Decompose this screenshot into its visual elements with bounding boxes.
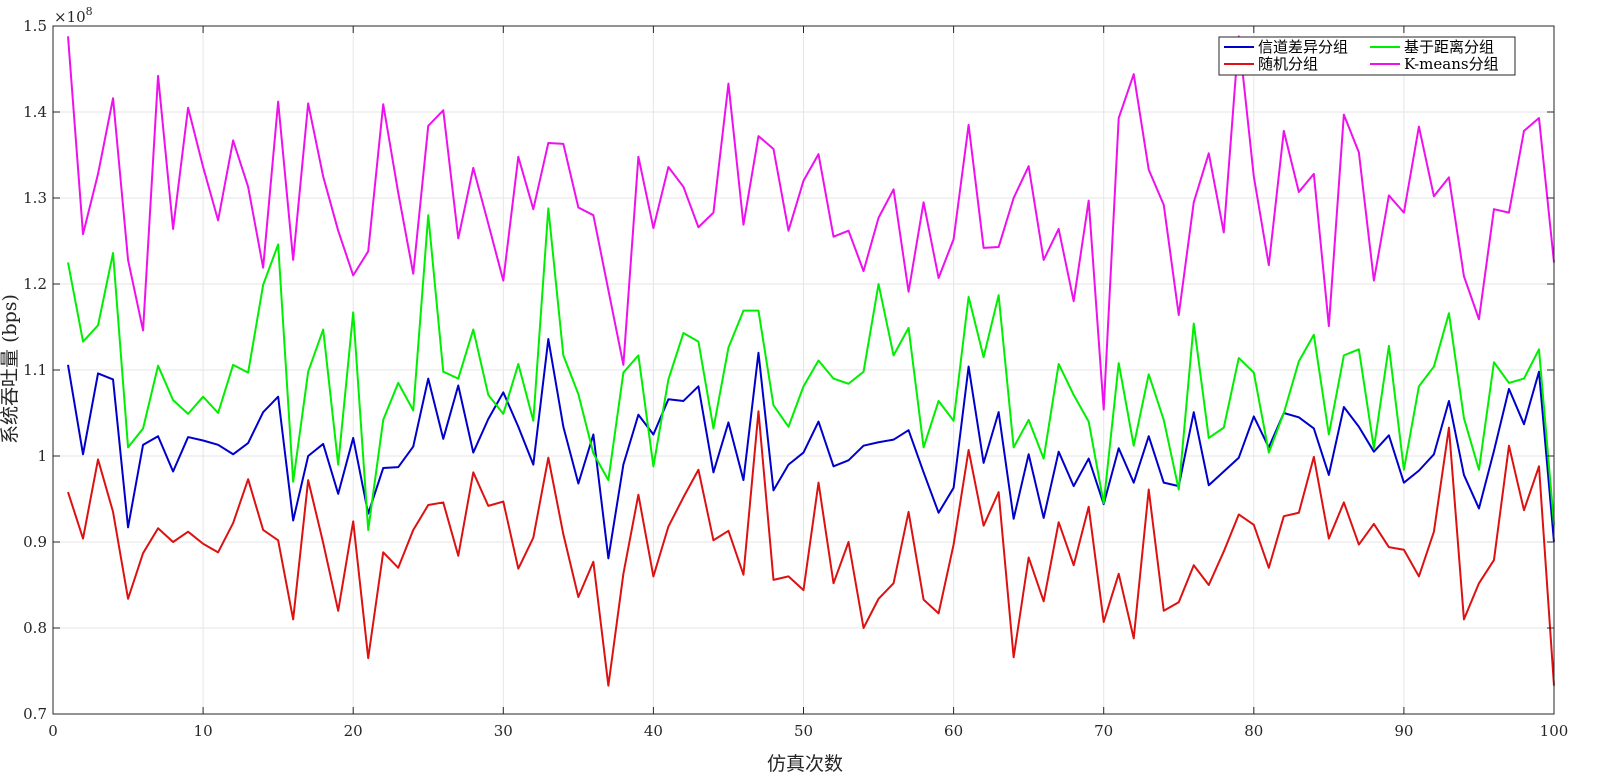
- series-layer: [67, 35, 1555, 687]
- x-tick-label: 30: [494, 722, 513, 740]
- legend-label: 信道差异分组: [1258, 38, 1348, 56]
- legend: 信道差异分组 基于距离分组 随机分组 K-means分组: [1218, 36, 1516, 76]
- series-line-3: [67, 410, 1555, 687]
- y-tick-label: 1.4: [23, 103, 47, 121]
- series-line-4: [67, 35, 1555, 411]
- x-tick-label: 40: [644, 722, 663, 740]
- y-exponent-base: ×10: [54, 8, 86, 26]
- legend-label: 随机分组: [1258, 55, 1318, 73]
- x-tick-label: 70: [1094, 722, 1113, 740]
- y-axis-exponent-label: ×108: [54, 5, 93, 26]
- y-exponent-power: 8: [86, 5, 93, 18]
- y-tick-label: 1.2: [23, 275, 47, 293]
- x-tick-label: 20: [344, 722, 363, 740]
- y-tick-label: 0.7: [23, 705, 47, 723]
- y-tick-label: 0.9: [23, 533, 47, 551]
- x-tick-label: 80: [1244, 722, 1263, 740]
- legend-entry-kmeans: K-means分组: [1370, 55, 1499, 73]
- legend-entry-random: 随机分组: [1224, 55, 1318, 73]
- x-tick-label: 60: [944, 722, 963, 740]
- legend-entry-channel-diff: 信道差异分组: [1224, 38, 1348, 56]
- legend-entry-distance: 基于距离分组: [1370, 38, 1494, 56]
- x-tick-label: 100: [1540, 722, 1569, 740]
- series-line-2: [67, 207, 1555, 531]
- y-tick-label: 0.8: [23, 619, 47, 637]
- series-line-1: [67, 338, 1555, 560]
- y-tick-label: 1.1: [23, 361, 47, 379]
- y-tick-label: 1.5: [23, 17, 47, 35]
- x-tick-label: 10: [194, 722, 213, 740]
- y-axis-title: 系统吞吐量 (bps): [0, 294, 21, 444]
- x-tick-label: 90: [1394, 722, 1413, 740]
- legend-label: 基于距离分组: [1404, 38, 1494, 56]
- tick-layer: 0 10 20 30 40 50 60 70 80 90 100 0.7 0.8 0.9 1 1.1 1.2 1.…: [23, 17, 1568, 740]
- y-tick-label: 1.3: [23, 189, 47, 207]
- x-tick-label: 50: [794, 722, 813, 740]
- y-tick-label: 1: [37, 447, 47, 465]
- x-axis-title: 仿真次数: [767, 753, 843, 775]
- x-tick-label: 0: [48, 722, 58, 740]
- legend-label: K-means分组: [1404, 55, 1499, 73]
- legend-box: [1218, 36, 1516, 76]
